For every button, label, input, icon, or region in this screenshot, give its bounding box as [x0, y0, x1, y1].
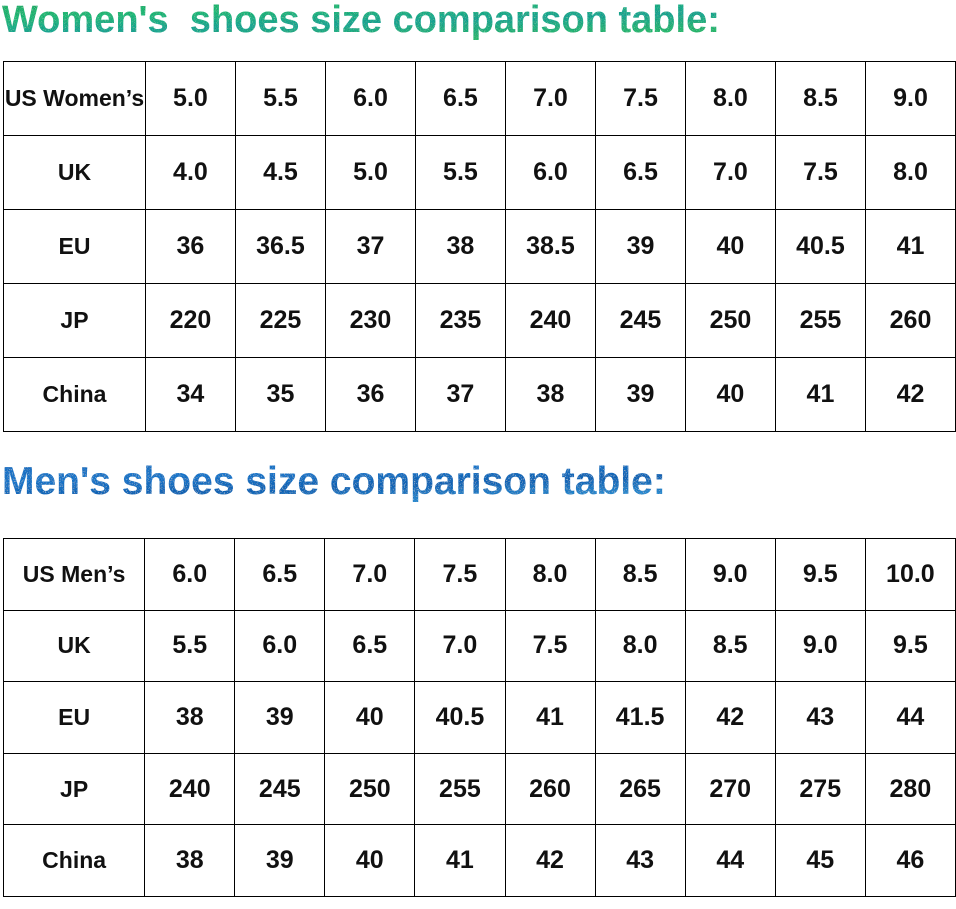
- svg-text:Men's shoes size comparison ta: Men's shoes size comparison table:: [2, 460, 666, 503]
- svg-text:Women's shoes size comparison: Women's shoes size comparison table:: [2, 0, 720, 41]
